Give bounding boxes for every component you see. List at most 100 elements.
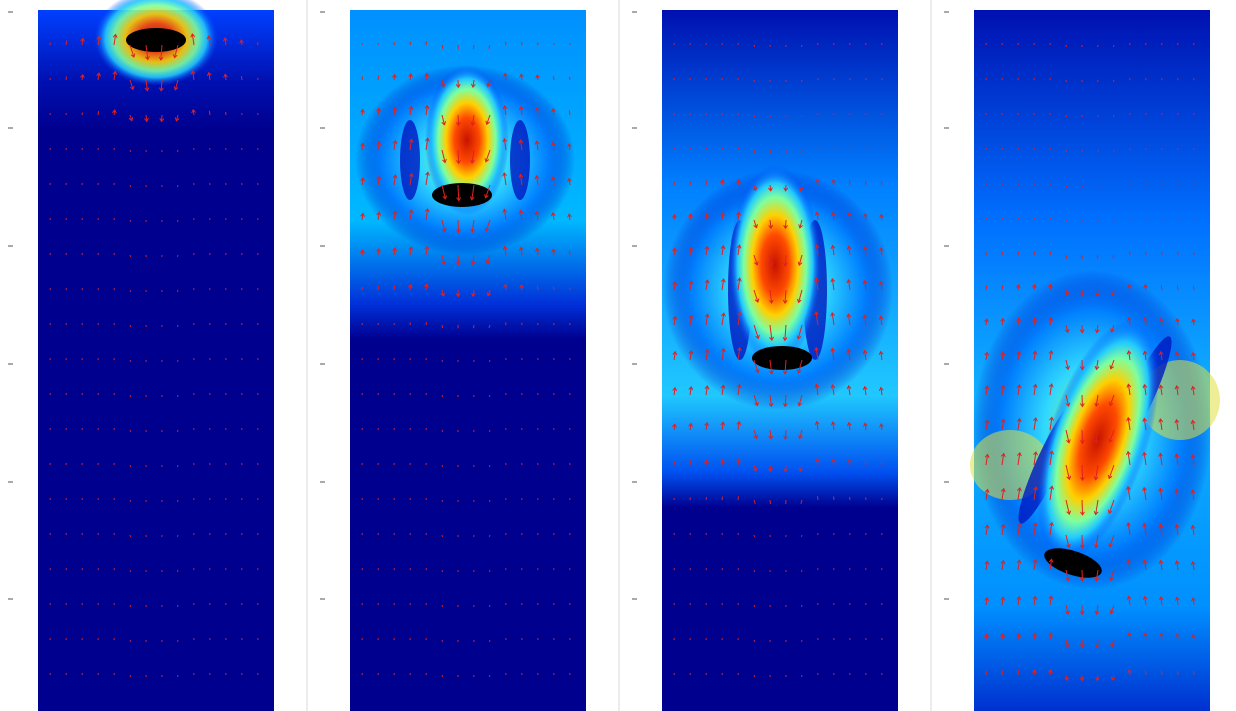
arrow-head [470, 260, 476, 266]
velocity-arrow [1175, 489, 1179, 501]
arrow-head [376, 211, 382, 216]
arrow-head [392, 73, 397, 79]
arrow-head [1079, 329, 1085, 334]
velocity-arrow [568, 110, 571, 116]
arrow-head [1143, 632, 1148, 637]
arrow-head [223, 73, 228, 78]
velocity-arrow [361, 143, 364, 151]
velocity-arrow [488, 44, 491, 49]
velocity-arrow [191, 33, 195, 46]
velocity-arrow [815, 311, 819, 326]
arrow-head [1049, 450, 1055, 455]
arrow-head [1079, 577, 1085, 583]
velocity-arrow [816, 496, 819, 501]
arrow-head [1174, 418, 1180, 424]
velocity-arrow [1112, 219, 1115, 223]
velocity-arrow [377, 75, 380, 81]
arrow-head [1174, 524, 1180, 529]
arrow-head [392, 106, 398, 111]
arrow-head [567, 213, 572, 218]
velocity-arrow [503, 138, 507, 151]
arrow-head [1143, 283, 1149, 289]
arrow-head [720, 244, 726, 250]
velocity-arrow [441, 79, 445, 87]
arrow-head [408, 208, 414, 214]
arrow-head [1190, 560, 1196, 566]
velocity-arrow [985, 318, 988, 326]
arrow-head [783, 468, 789, 473]
velocity-arrow [65, 40, 68, 46]
velocity-arrow [1109, 534, 1115, 548]
velocity-arrow [472, 289, 475, 297]
velocity-arrow [797, 324, 803, 340]
velocity-arrow [880, 351, 883, 361]
velocity-arrow [689, 213, 692, 221]
velocity-arrow [488, 464, 491, 468]
arrow-head [672, 247, 678, 252]
arrow-head [704, 385, 710, 390]
velocity-arrow [1112, 149, 1115, 153]
velocity-arrow [1160, 385, 1163, 396]
arrow-head [1032, 632, 1038, 637]
arrow-head [518, 246, 524, 251]
arrow-head [1048, 283, 1053, 288]
velocity-arrow [176, 429, 179, 433]
velocity-arrow [800, 149, 803, 154]
arrow-head [1093, 439, 1099, 444]
velocity-arrow [784, 359, 787, 374]
velocity-arrow [816, 212, 819, 221]
arrow-head [1079, 610, 1085, 616]
arrow-head [535, 247, 540, 252]
velocity-arrow [488, 534, 491, 538]
arrow-head [1158, 384, 1164, 389]
arrow-head [814, 211, 820, 216]
arrow-head [360, 176, 366, 182]
velocity-arrow [1049, 284, 1052, 291]
velocity-arrow [1127, 522, 1131, 536]
arrow-head [1000, 351, 1006, 356]
arrow-head [1032, 522, 1038, 527]
velocity-arrow [1049, 251, 1052, 256]
velocity-arrow [864, 423, 867, 431]
arrow-head [1158, 487, 1164, 492]
arrow-head [130, 53, 136, 58]
arrow-head [1142, 383, 1148, 389]
arrow-head [1159, 317, 1164, 322]
arrow-head [1175, 633, 1180, 638]
velocity-arrow [1160, 560, 1163, 571]
arrow-head [1127, 668, 1133, 674]
velocity-arrow [985, 454, 989, 466]
velocity-arrow [815, 384, 819, 396]
arrow-head [984, 488, 990, 494]
arrow-head [783, 435, 788, 440]
velocity-arrow [753, 114, 756, 118]
arrow-head [1000, 596, 1006, 601]
particle [752, 346, 812, 370]
velocity-arrow [425, 284, 428, 291]
velocity-arrow [1017, 318, 1020, 326]
arrow-head [1064, 328, 1070, 334]
velocity-arrow [1049, 383, 1053, 396]
velocity-arrow [769, 499, 772, 505]
arrow-head [782, 262, 788, 267]
velocity-arrow [705, 279, 708, 291]
arrow-head [360, 142, 366, 147]
arrow-head [798, 467, 804, 473]
velocity-arrow [1160, 351, 1163, 361]
velocity-arrow [129, 219, 132, 223]
velocity-arrow [1110, 604, 1115, 614]
arrow-head [1110, 643, 1115, 648]
arrow-head [1190, 489, 1196, 494]
velocity-arrow [1065, 499, 1070, 515]
velocity-arrow [472, 79, 475, 88]
arrow-head [1079, 544, 1085, 549]
arrow-head [719, 179, 725, 184]
arrow-head [720, 347, 726, 353]
velocity-arrow [1144, 317, 1147, 326]
velocity-arrow [425, 246, 428, 256]
velocity-arrow [240, 76, 243, 81]
velocity-arrow [880, 181, 883, 186]
arrow-head [736, 420, 742, 426]
velocity-arrow [737, 212, 740, 221]
